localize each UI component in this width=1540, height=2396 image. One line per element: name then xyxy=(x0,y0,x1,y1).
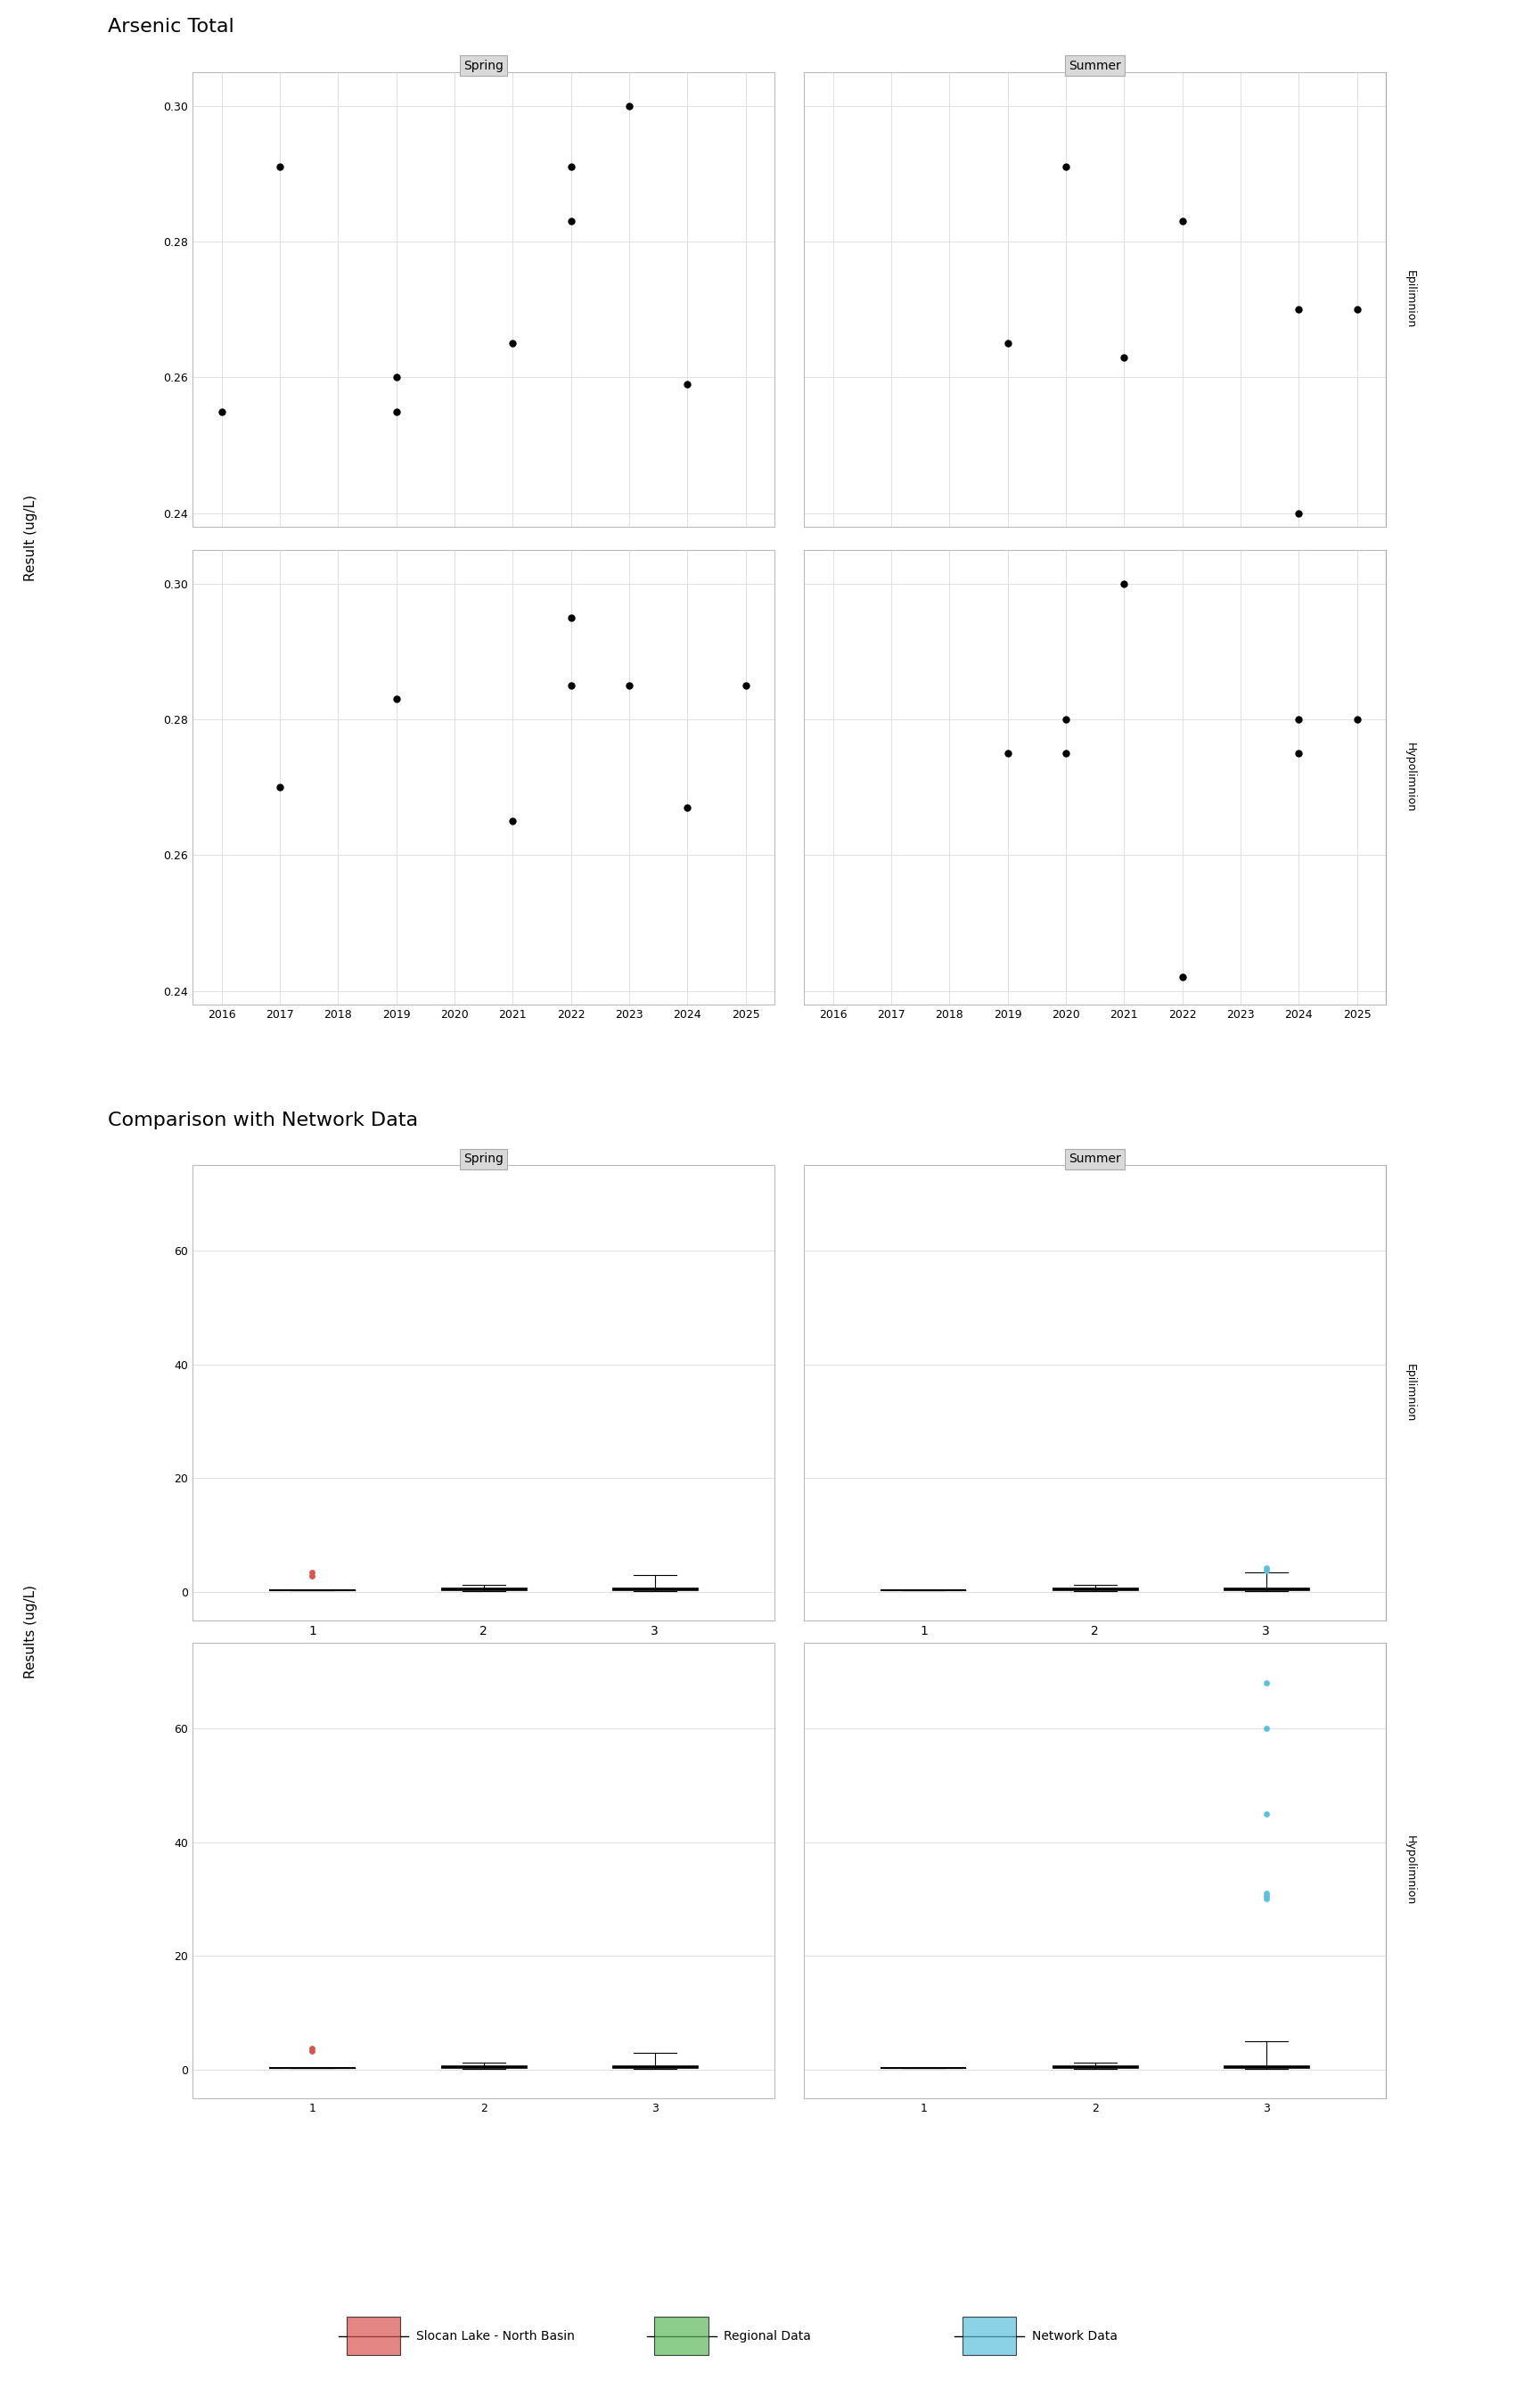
Point xyxy=(1286,290,1311,328)
Point xyxy=(1053,700,1078,738)
Point xyxy=(1254,1874,1278,1912)
Point xyxy=(268,149,293,187)
Point xyxy=(383,393,408,431)
Point xyxy=(733,666,758,704)
Point xyxy=(618,86,642,125)
Point xyxy=(1254,1795,1278,1833)
Point xyxy=(1286,494,1311,532)
Point xyxy=(995,733,1019,772)
Point xyxy=(675,364,699,403)
Text: Slocan Lake - North Basin: Slocan Lake - North Basin xyxy=(416,2329,574,2343)
Point xyxy=(209,393,234,431)
Point xyxy=(300,2029,325,2068)
Point xyxy=(501,803,525,841)
Point xyxy=(1286,733,1311,772)
Point xyxy=(1254,1548,1278,1586)
Point xyxy=(1112,338,1137,376)
Point xyxy=(559,201,584,240)
Y-axis label: Hypolimnion: Hypolimnion xyxy=(1404,1835,1417,1905)
Point xyxy=(675,788,699,827)
Text: Result (ug/L): Result (ug/L) xyxy=(25,496,37,582)
Point xyxy=(1344,700,1369,738)
Title: Spring: Spring xyxy=(464,60,504,72)
Title: Summer: Summer xyxy=(1069,1152,1121,1164)
Point xyxy=(1053,149,1078,187)
Point xyxy=(559,149,584,187)
Point xyxy=(1254,1708,1278,1747)
Point xyxy=(300,2032,325,2070)
Point xyxy=(618,666,642,704)
Text: Comparison with Network Data: Comparison with Network Data xyxy=(108,1112,417,1129)
Point xyxy=(1170,201,1195,240)
Point xyxy=(501,323,525,362)
Point xyxy=(1344,290,1369,328)
Point xyxy=(268,769,293,807)
Point xyxy=(1053,733,1078,772)
Point xyxy=(1254,1881,1278,1919)
Point xyxy=(559,666,584,704)
Text: Regional Data: Regional Data xyxy=(724,2329,812,2343)
Text: Network Data: Network Data xyxy=(1032,2329,1118,2343)
Point xyxy=(1112,565,1137,604)
Point xyxy=(383,680,408,719)
Point xyxy=(1286,700,1311,738)
Y-axis label: Epilimnion: Epilimnion xyxy=(1404,271,1417,328)
Text: Arsenic Total: Arsenic Total xyxy=(108,19,234,36)
Point xyxy=(559,599,584,637)
Title: Spring: Spring xyxy=(464,1152,504,1164)
Point xyxy=(1170,958,1195,997)
Title: Summer: Summer xyxy=(1069,60,1121,72)
Point xyxy=(1254,1876,1278,1914)
Point xyxy=(1254,1663,1278,1701)
Point xyxy=(300,1557,325,1596)
Y-axis label: Hypolimnion: Hypolimnion xyxy=(1404,743,1417,812)
Text: Results (ug/L): Results (ug/L) xyxy=(25,1584,37,1680)
Point xyxy=(1254,1550,1278,1589)
Point xyxy=(995,323,1019,362)
Point xyxy=(300,1553,325,1591)
Point xyxy=(383,359,408,398)
Y-axis label: Epilimnion: Epilimnion xyxy=(1404,1363,1417,1421)
